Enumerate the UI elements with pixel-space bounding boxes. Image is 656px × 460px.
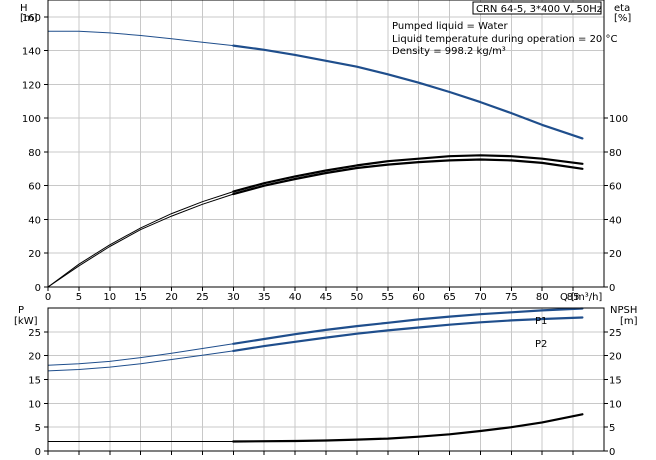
bottom-right-tick-label: 20 xyxy=(609,352,622,363)
bottom-right-tick-label: 10 xyxy=(609,399,622,410)
bottom-npsh-curve-2-bold xyxy=(232,413,584,443)
top-left-tick-label: 60 xyxy=(28,182,41,193)
x-tick-label: 40 xyxy=(289,292,302,303)
x-tick-label: 0 xyxy=(45,292,51,303)
x-tick-label: 60 xyxy=(412,292,425,303)
bottom-right-tick-label: 5 xyxy=(609,423,615,434)
bottom-left-axis-label-unit: [kW] xyxy=(14,316,38,327)
top-right-tick-label: 60 xyxy=(609,182,622,193)
info-line-liquid: Pumped liquid = Water xyxy=(392,21,509,32)
title-box xyxy=(472,1,602,15)
grid-layer xyxy=(48,0,604,451)
top-left-tick-label: 140 xyxy=(22,47,41,58)
top-right-tick-label: 80 xyxy=(609,148,622,159)
bottom-left-axis-label-symbol: P xyxy=(18,305,24,316)
top-right-tick-label: 100 xyxy=(609,114,628,125)
bottom-power-curve-p2-1-thin xyxy=(47,317,583,372)
x-tick-label: 65 xyxy=(443,292,456,303)
x-axis-label: Q [m³/h] xyxy=(560,292,602,303)
x-tick-label: 10 xyxy=(103,292,116,303)
top-eta-curve-1-bold xyxy=(232,154,584,193)
x-tick-label: 80 xyxy=(536,292,549,303)
top-eta-curve-2-thin xyxy=(47,159,583,288)
x-tick-label: 45 xyxy=(320,292,333,303)
x-tick-label: 30 xyxy=(227,292,240,303)
bottom-left-tick-label: 0 xyxy=(35,447,41,458)
chart-title: CRN 64-5, 3*400 V, 50Hz xyxy=(476,4,602,15)
series-label-p2: P2 xyxy=(535,339,547,350)
top-right-tick-label: 20 xyxy=(609,249,622,260)
bottom-left-tick-label: 15 xyxy=(28,376,41,387)
bottom-power-curve-p2-1-bold xyxy=(232,316,584,352)
top-right-axis-label-unit: [%] xyxy=(614,13,631,24)
x-tick-label: 85 xyxy=(567,292,580,303)
bottom-left-tick-label: 5 xyxy=(35,423,41,434)
bottom-right-tick-label: 15 xyxy=(609,376,622,387)
x-tick-label: 70 xyxy=(474,292,487,303)
top-left-axis-label-unit: [m] xyxy=(20,13,38,24)
info-line-temperature: Liquid temperature during operation = 20… xyxy=(392,34,617,45)
top-left-tick-label: 20 xyxy=(28,249,41,260)
bottom-right-tick-label: 0 xyxy=(609,447,615,458)
curve-layer xyxy=(47,30,584,443)
top-eta-curve-2-bold xyxy=(232,158,584,196)
info-line-density: Density = 998.2 kg/m³ xyxy=(392,46,506,57)
top-left-tick-label: 0 xyxy=(35,283,41,294)
x-tick-label: 35 xyxy=(258,292,271,303)
bottom-right-axis-label-symbol: NPSH xyxy=(610,305,637,316)
top-right-tick-label: 40 xyxy=(609,215,622,226)
top-right-tick-label: 0 xyxy=(609,283,615,294)
top-left-tick-label: 40 xyxy=(28,215,41,226)
x-tick-label: 5 xyxy=(76,292,82,303)
bottom-left-tick-label: 20 xyxy=(28,352,41,363)
top-right-axis-label-symbol: eta xyxy=(614,3,630,14)
x-tick-label: 20 xyxy=(165,292,178,303)
x-tick-label: 75 xyxy=(505,292,518,303)
top-left-tick-label: 120 xyxy=(22,80,41,91)
top-left-tick-label: 100 xyxy=(22,114,41,125)
x-tick-label: 15 xyxy=(134,292,147,303)
top-left-tick-label: 160 xyxy=(22,13,41,24)
x-tick-label: 55 xyxy=(381,292,394,303)
x-tick-label: 25 xyxy=(196,292,209,303)
series-label-p1: P1 xyxy=(535,316,547,327)
bottom-right-axis-label-unit: [m] xyxy=(620,316,638,327)
bottom-left-tick-label: 25 xyxy=(28,328,41,339)
top-left-axis-label-symbol: H xyxy=(20,3,28,14)
top-head-curve-0-bold xyxy=(232,44,584,140)
bottom-power-curve-p1-0-bold xyxy=(232,307,584,345)
bottom-power-curve-p1-0-thin xyxy=(47,308,583,366)
top-left-tick-label: 80 xyxy=(28,148,41,159)
bottom-right-tick-label: 25 xyxy=(609,328,622,339)
bottom-left-tick-label: 10 xyxy=(28,399,41,410)
x-tick-label: 50 xyxy=(351,292,364,303)
